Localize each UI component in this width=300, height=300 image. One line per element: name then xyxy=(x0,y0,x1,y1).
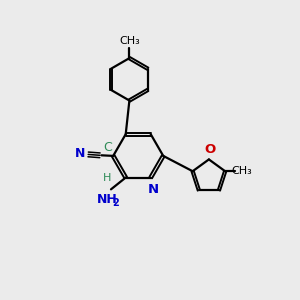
Text: N: N xyxy=(148,183,159,196)
Text: N: N xyxy=(75,147,85,160)
Text: O: O xyxy=(204,143,216,156)
Text: CH₃: CH₃ xyxy=(119,36,140,46)
Text: CH₃: CH₃ xyxy=(232,166,252,176)
Text: 2: 2 xyxy=(112,198,119,208)
Text: C: C xyxy=(103,141,112,154)
Text: NH: NH xyxy=(97,193,118,206)
Text: H: H xyxy=(103,172,111,183)
